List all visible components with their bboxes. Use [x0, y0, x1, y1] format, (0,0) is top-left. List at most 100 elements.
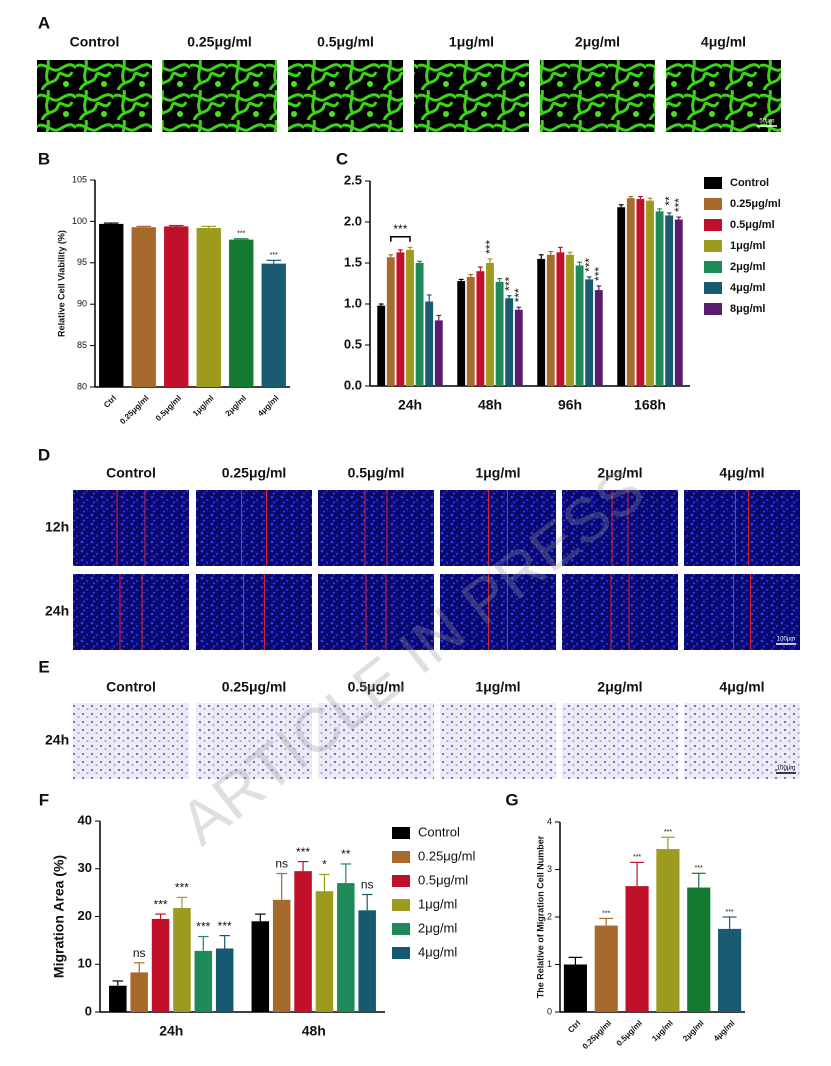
significance-label: ***: [512, 288, 526, 302]
significance-label: ***: [664, 829, 672, 836]
y-tick-label: 30: [78, 860, 92, 875]
y-tick-label: 20: [78, 908, 92, 923]
legend-label: 1μg/ml: [730, 240, 765, 252]
panel-label: D: [38, 445, 50, 464]
y-axis-label: Relative Cell Viability (%): [56, 230, 66, 337]
legend-swatch: [704, 240, 722, 252]
column-label: 0.5μg/ml: [348, 465, 405, 481]
column-label: 2μg/ml: [597, 679, 642, 695]
bar: [655, 211, 664, 386]
x-tick-label: Ctrl: [102, 394, 118, 410]
column-label: Control: [70, 34, 120, 50]
row-label: 24h: [45, 603, 69, 619]
x-tick-label: 1μg/ml: [650, 1019, 675, 1044]
bar: [194, 950, 213, 1012]
bar: [315, 891, 334, 1012]
column-label: 0.5μg/ml: [317, 34, 374, 50]
legend-swatch: [392, 923, 410, 935]
y-tick-label: 105: [72, 174, 87, 184]
bar: [514, 309, 523, 386]
bar: [261, 263, 286, 387]
y-axis-label: The Relative of Migration Cell Number: [535, 835, 545, 998]
y-tick-label: 95: [77, 257, 87, 267]
bar: [130, 972, 148, 1012]
legend-label: 4μg/ml: [730, 282, 765, 294]
column-label: Control: [106, 465, 156, 481]
bar: [358, 910, 376, 1012]
significance-label: ***: [695, 865, 703, 872]
legend-label: 0.5μg/ml: [418, 872, 468, 887]
micrograph: [196, 574, 312, 650]
row-label: 12h: [45, 519, 69, 535]
y-axis-label: Migration Area (%): [51, 855, 67, 978]
x-tick-label: 2μg/ml: [224, 394, 249, 419]
x-tick-label: 4μg/ml: [712, 1019, 737, 1044]
x-tick-label: 0.5μg/ml: [154, 394, 183, 423]
bar: [272, 899, 291, 1012]
bar: [594, 290, 603, 386]
significance-label: ***: [602, 910, 610, 917]
bar: [434, 320, 443, 386]
significance-label: ***: [725, 909, 733, 916]
significance-label: ***: [270, 252, 278, 259]
bracket-label: ***: [393, 222, 407, 236]
legend-label: 1μg/ml: [418, 896, 457, 911]
x-tick-label: 0.25μg/ml: [581, 1019, 613, 1051]
y-tick-label: 40: [78, 812, 92, 827]
micrograph: [318, 703, 434, 779]
y-tick-label: 100: [72, 216, 87, 226]
y-tick-label: 1.5: [344, 254, 362, 269]
legend-label: 2μg/ml: [730, 261, 765, 273]
bar: [229, 239, 254, 387]
micrograph: [73, 490, 189, 566]
legend-swatch: [704, 261, 722, 273]
y-tick-label: 1.0: [344, 295, 362, 310]
bar: [563, 964, 587, 1012]
x-tick-label: 0.25μg/ml: [118, 394, 150, 426]
row-label: 24h: [45, 732, 69, 748]
micrograph: [440, 490, 556, 566]
column-label: 0.25μg/ml: [187, 34, 252, 50]
micrograph: [540, 60, 655, 132]
column-label: 0.5μg/ml: [348, 679, 405, 695]
x-tick-label: 24h: [398, 397, 422, 413]
significance-label: ***: [582, 258, 596, 272]
bar: [109, 985, 127, 1012]
significance-label: ***: [633, 854, 641, 861]
scale-bar-label: 100μm: [777, 637, 795, 643]
y-tick-label: 10: [78, 956, 92, 971]
legend-label: 0.25μg/ml: [730, 198, 781, 210]
panel-label: E: [38, 657, 49, 676]
x-tick-label: 4μg/ml: [256, 394, 281, 419]
micrograph: [562, 490, 678, 566]
scale-bar-label: 100μm: [777, 766, 795, 772]
micrograph: [440, 703, 556, 779]
column-label: Control: [106, 679, 156, 695]
bar: [337, 883, 355, 1012]
bar: [196, 228, 221, 387]
micrograph: [666, 60, 781, 132]
bar: [466, 276, 475, 386]
bar: [251, 921, 270, 1012]
micrograph: [196, 490, 312, 566]
x-tick-label: 0.5μg/ml: [615, 1019, 644, 1048]
bar: [656, 849, 680, 1012]
y-tick-label: 3: [547, 864, 552, 874]
significance-label: ns: [361, 878, 374, 892]
column-label: 1μg/ml: [475, 679, 520, 695]
micrograph: [162, 60, 277, 132]
legend-label: Control: [730, 177, 769, 189]
y-tick-label: 0.0: [344, 377, 362, 392]
significance-label: ***: [154, 897, 168, 911]
y-tick-label: 0.5: [344, 336, 362, 351]
micrograph: [684, 574, 800, 650]
micrograph: [288, 60, 403, 132]
column-label: 4μg/ml: [719, 465, 764, 481]
panel-label: A: [38, 13, 50, 32]
significance-label: ns: [133, 946, 146, 960]
column-label: 2μg/ml: [597, 465, 642, 481]
significance-label: ***: [483, 240, 497, 254]
bar: [687, 887, 711, 1012]
bar: [718, 928, 742, 1012]
legend-label: 2μg/ml: [418, 920, 457, 935]
